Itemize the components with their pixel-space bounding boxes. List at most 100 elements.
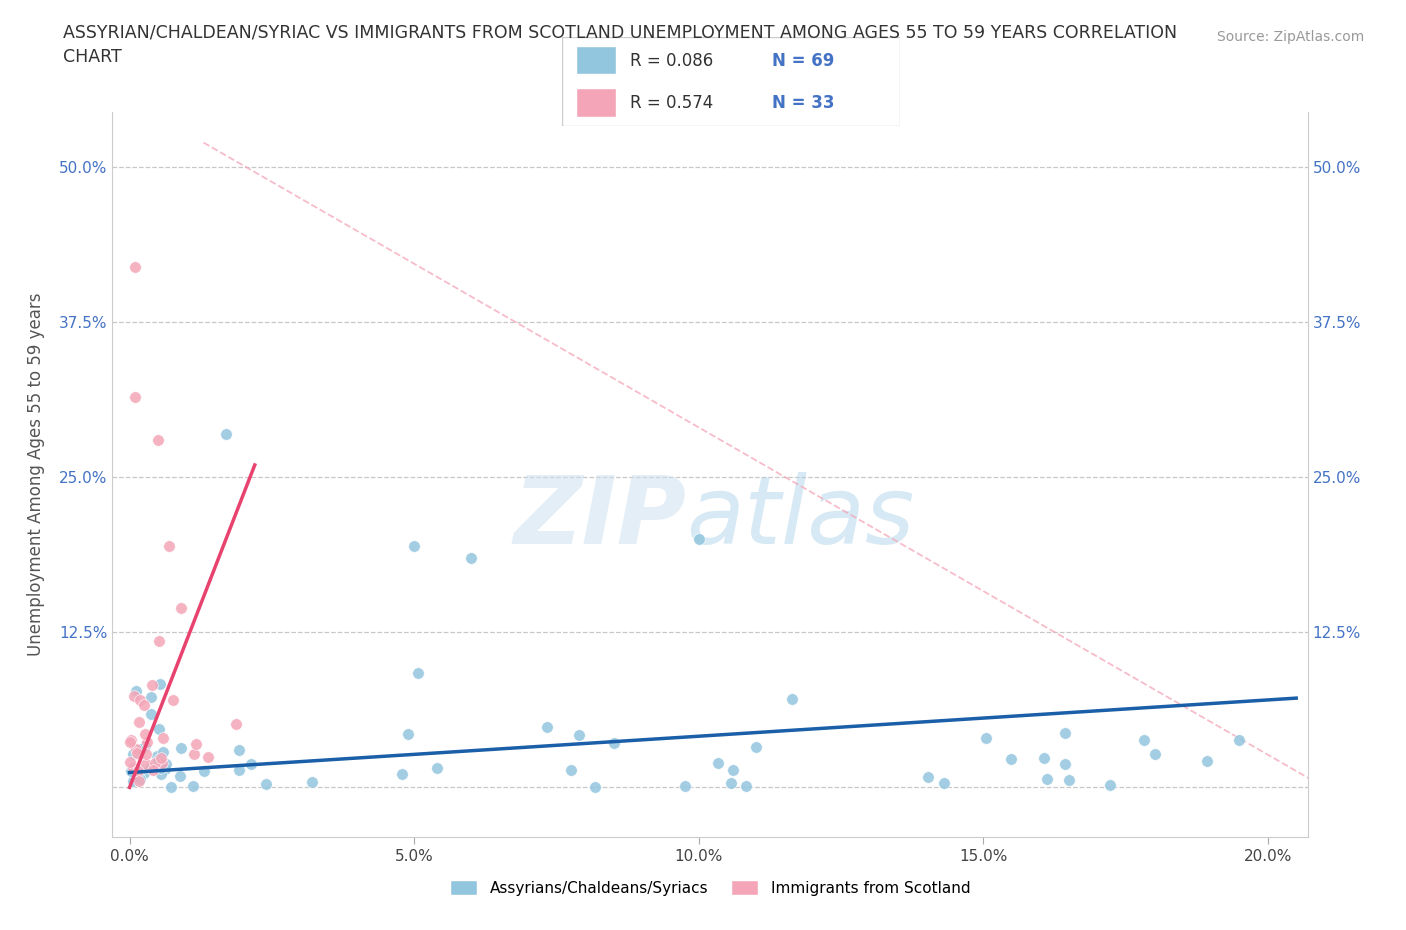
Point xyxy=(215,427,238,442)
Point xyxy=(122,761,145,776)
Point xyxy=(120,733,142,748)
Point xyxy=(744,739,766,754)
Point xyxy=(1053,725,1076,740)
Point xyxy=(128,773,150,788)
Point xyxy=(181,778,204,793)
Point xyxy=(141,707,163,722)
Point xyxy=(780,692,803,707)
Point xyxy=(148,752,170,767)
Point xyxy=(160,780,183,795)
Point xyxy=(391,766,413,781)
Point xyxy=(170,740,193,755)
Point xyxy=(193,764,215,778)
Point xyxy=(149,676,172,691)
Y-axis label: Unemployment Among Ages 55 to 59 years: Unemployment Among Ages 55 to 59 years xyxy=(27,293,45,656)
Point xyxy=(153,762,176,777)
Point xyxy=(155,757,177,772)
Point xyxy=(143,756,166,771)
Point xyxy=(146,749,169,764)
Legend: Assyrians/Chaldeans/Syriacs, Immigrants from Scotland: Assyrians/Chaldeans/Syriacs, Immigrants … xyxy=(444,874,976,902)
Point xyxy=(127,764,149,778)
Point xyxy=(134,726,156,741)
Point xyxy=(134,738,156,753)
Point xyxy=(301,774,323,789)
Point xyxy=(1000,751,1022,766)
Point xyxy=(583,779,606,794)
Point xyxy=(1057,772,1080,787)
Point xyxy=(122,747,145,762)
Point xyxy=(917,770,939,785)
Point xyxy=(426,761,449,776)
Point xyxy=(124,390,146,405)
Text: N = 33: N = 33 xyxy=(772,95,834,113)
Point xyxy=(460,551,482,565)
Point xyxy=(162,693,184,708)
Point xyxy=(184,737,207,751)
Point xyxy=(169,768,191,783)
Point xyxy=(396,726,419,741)
Point xyxy=(125,684,148,698)
Point xyxy=(974,731,997,746)
Point xyxy=(228,763,250,777)
Point xyxy=(225,717,247,732)
Point xyxy=(603,736,626,751)
Point xyxy=(150,755,173,770)
Point xyxy=(240,757,263,772)
Point xyxy=(120,764,142,778)
Point xyxy=(150,766,173,781)
Point xyxy=(120,735,142,750)
Text: ZIP: ZIP xyxy=(513,472,686,564)
Point xyxy=(129,693,152,708)
Point xyxy=(1036,772,1059,787)
Point xyxy=(124,688,146,703)
Point xyxy=(404,538,426,553)
Point xyxy=(124,259,146,274)
Point xyxy=(254,777,277,791)
Point xyxy=(139,760,162,775)
Point xyxy=(142,763,165,777)
Point xyxy=(141,678,163,693)
Point xyxy=(131,741,153,756)
Bar xyxy=(576,88,616,117)
Point xyxy=(408,666,430,681)
Text: R = 0.086: R = 0.086 xyxy=(630,52,713,70)
Point xyxy=(152,744,174,759)
Point xyxy=(568,728,591,743)
Bar xyxy=(576,46,616,74)
Point xyxy=(132,698,155,712)
Point xyxy=(146,432,169,447)
Point xyxy=(734,779,756,794)
Point xyxy=(721,763,744,777)
Point xyxy=(1133,733,1156,748)
Point xyxy=(125,745,148,760)
Point xyxy=(720,776,742,790)
Text: N = 69: N = 69 xyxy=(772,52,834,70)
Point xyxy=(129,763,152,777)
Text: R = 0.574: R = 0.574 xyxy=(630,95,713,113)
Point xyxy=(183,747,205,762)
Point xyxy=(1054,756,1077,771)
Text: Source: ZipAtlas.com: Source: ZipAtlas.com xyxy=(1216,30,1364,44)
Point xyxy=(148,722,170,737)
Point xyxy=(150,761,173,776)
Point xyxy=(129,772,152,787)
Text: ASSYRIAN/CHALDEAN/SYRIAC VS IMMIGRANTS FROM SCOTLAND UNEMPLOYMENT AMONG AGES 55 : ASSYRIAN/CHALDEAN/SYRIAC VS IMMIGRANTS F… xyxy=(63,23,1177,41)
Point xyxy=(135,735,157,750)
Point xyxy=(707,756,730,771)
Point xyxy=(1227,733,1250,748)
Point xyxy=(135,747,157,762)
Text: CHART: CHART xyxy=(63,48,122,66)
Point xyxy=(1032,751,1054,765)
Point xyxy=(125,741,148,756)
Point xyxy=(157,538,180,553)
Point xyxy=(121,774,143,789)
Text: atlas: atlas xyxy=(686,472,914,564)
Point xyxy=(150,751,173,765)
Point xyxy=(228,743,250,758)
Point xyxy=(152,731,174,746)
Point xyxy=(932,776,955,790)
Point xyxy=(120,754,142,769)
Point xyxy=(128,714,150,729)
Point xyxy=(1197,753,1219,768)
Point xyxy=(132,765,155,780)
